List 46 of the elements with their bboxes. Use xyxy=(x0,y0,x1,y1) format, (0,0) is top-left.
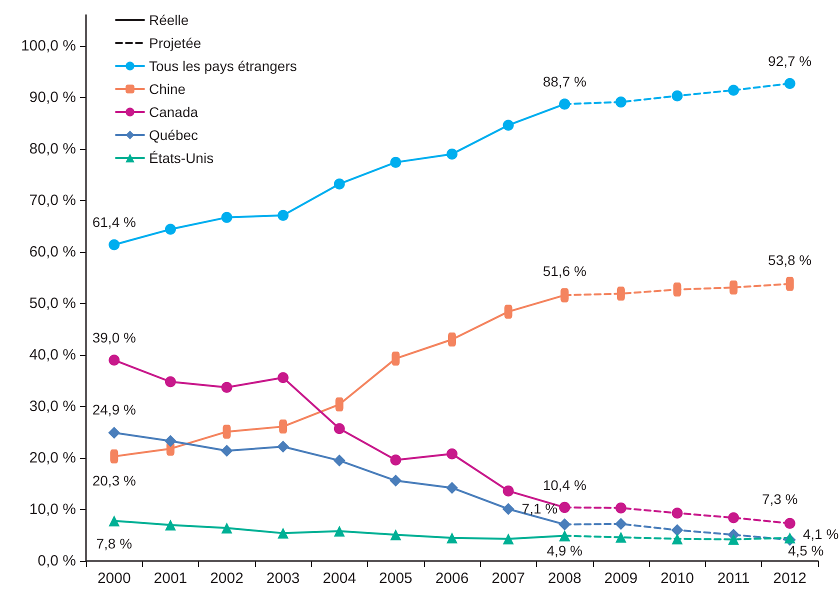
legend-label: Tous les pays étrangers xyxy=(149,58,297,74)
data-label: 53,8 % xyxy=(768,252,812,268)
data-label: 24,9 % xyxy=(92,402,136,418)
data-label: 4,5 % xyxy=(788,542,824,558)
x-tick-label: 2002 xyxy=(210,570,244,587)
legend-label: Canada xyxy=(149,104,198,120)
y-tick-label: 30,0 % xyxy=(29,398,76,415)
x-tick-label: 2008 xyxy=(548,570,582,587)
data-label: 51,6 % xyxy=(542,263,586,280)
y-tick-label: 90,0 % xyxy=(29,88,76,106)
data-label: 92,7 % xyxy=(768,53,812,70)
data-label: 7,3 % xyxy=(762,490,798,507)
x-tick-label: 2012 xyxy=(773,570,807,587)
x-tick-label: 2007 xyxy=(492,570,525,587)
data-label: 10,4 % xyxy=(542,476,586,493)
legend-label: Réelle xyxy=(149,12,189,28)
data-label: 61,4 % xyxy=(92,214,136,230)
legend-label: Projetée xyxy=(149,35,202,51)
legend-label: Québec xyxy=(149,127,198,143)
y-tick-label: 10,0 % xyxy=(29,500,76,518)
x-tick-label: 2010 xyxy=(660,570,694,587)
x-tick-label: 2009 xyxy=(604,570,638,587)
y-tick-label: 0,0 % xyxy=(38,552,76,570)
data-label: 7,8 % xyxy=(96,535,132,552)
y-tick-label: 60,0 % xyxy=(29,243,76,260)
y-tick-label: 40,0 % xyxy=(29,346,76,364)
x-tick-label: 2006 xyxy=(435,570,469,587)
data-label: 39,0 % xyxy=(92,330,136,346)
y-tick-label: 100,0 % xyxy=(20,37,76,54)
data-label: 7,1 % xyxy=(522,500,558,516)
x-tick-label: 2005 xyxy=(379,570,412,587)
data-label: 20,3 % xyxy=(92,472,136,488)
data-label: 4,1 % xyxy=(802,526,839,542)
y-tick-label: 20,0 % xyxy=(29,449,76,466)
legend-label: États-Unis xyxy=(149,150,214,166)
x-tick-label: 2000 xyxy=(97,570,131,587)
data-label: 4,9 % xyxy=(546,542,583,558)
x-tick-label: 2004 xyxy=(322,570,356,587)
legend-label: Chine xyxy=(149,81,186,97)
data-label: 88,7 % xyxy=(542,74,586,90)
x-tick-label: 2003 xyxy=(266,570,300,587)
x-tick-label: 2011 xyxy=(717,570,750,587)
y-tick-label: 50,0 % xyxy=(29,294,76,312)
y-tick-label: 80,0 % xyxy=(29,140,76,158)
y-tick-label: 70,0 % xyxy=(29,192,76,209)
x-tick-label: 2001 xyxy=(154,570,188,587)
